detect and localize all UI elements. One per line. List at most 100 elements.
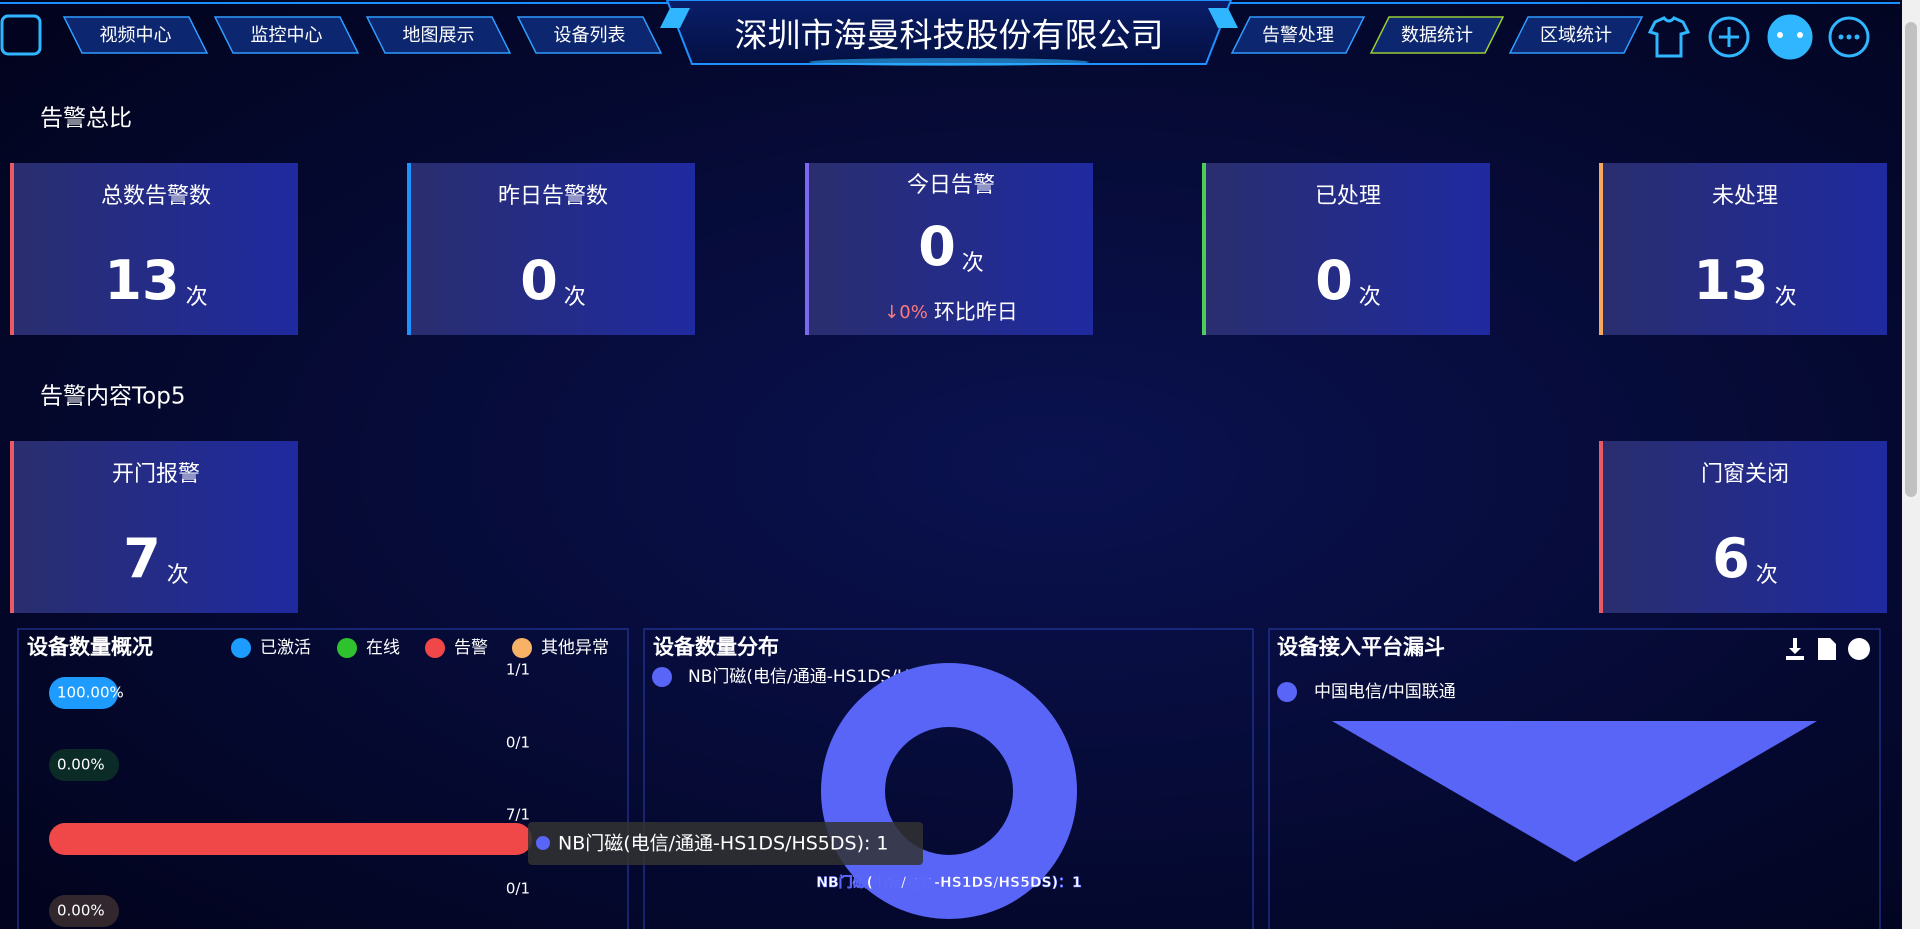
legend-label[interactable]: 其他异常: [541, 638, 609, 658]
legend-marker[interactable]: [425, 638, 445, 658]
card-value-text: 13: [1693, 249, 1768, 312]
nav-label: 数据统计: [1401, 25, 1473, 46]
nav-label: 告警处理: [1262, 25, 1334, 46]
deco: [660, 8, 690, 28]
nav-label: 区域统计: [1540, 25, 1612, 46]
legend-marker[interactable]: [337, 638, 357, 658]
legend-label[interactable]: 中国电信/中国联通: [1314, 682, 1456, 702]
nav-button[interactable]: [213, 16, 360, 54]
card: [1599, 441, 1887, 613]
scrollbar-thumb[interactable]: [1905, 22, 1917, 497]
nav-button[interactable]: [1369, 16, 1505, 54]
card-label: 门窗关闭: [1701, 462, 1789, 487]
legend-marker[interactable]: [512, 638, 532, 658]
glow: [809, 58, 1089, 66]
change-value: ↓0%: [884, 302, 928, 323]
card-unit: 次: [167, 563, 189, 588]
legend-marker[interactable]: [231, 638, 251, 658]
panel-title: 设备接入平台漏斗: [1277, 635, 1445, 659]
restore-icon[interactable]: [1848, 638, 1870, 660]
card-value-text: 6: [1712, 527, 1750, 590]
fullscreen-icon[interactable]: [0, 14, 42, 56]
legend-label[interactable]: 在线: [366, 638, 400, 658]
toolbox: [1786, 638, 1870, 660]
card: [805, 163, 1093, 335]
bar-label: 0.00%: [57, 902, 105, 920]
card-unit: 次: [186, 285, 208, 310]
tooltip-text: NB门磁(电信/通通-HS1DS/HS5DS): 1: [558, 833, 889, 855]
nav-button[interactable]: [365, 16, 512, 54]
card: [1599, 163, 1887, 335]
nav-button[interactable]: [62, 16, 209, 54]
card-label: 已处理: [1315, 184, 1381, 209]
legend-label[interactable]: 告警: [454, 638, 488, 658]
bar: [49, 677, 118, 709]
nav-label: 视频中心: [100, 25, 172, 46]
nav-label: 监控中心: [251, 25, 323, 46]
card-accent: [10, 441, 14, 613]
card-accent: [407, 163, 411, 335]
nav-label: 地图展示: [403, 25, 475, 46]
card-change: ↓0% 环比昨日: [884, 300, 1018, 324]
card-unit: 次: [1359, 285, 1381, 310]
avatar-icon[interactable]: [1767, 14, 1813, 60]
panel: [1268, 628, 1881, 929]
nav-button[interactable]: [1230, 16, 1366, 54]
card-value-text: 0: [520, 249, 558, 312]
add-icon[interactable]: [1708, 16, 1750, 58]
card-accent: [1202, 163, 1206, 335]
legend-marker[interactable]: [1277, 682, 1297, 702]
card: [1202, 163, 1490, 335]
slice-label: NB门磁(电信/通通-HS1DS/HS5DS)：1: [816, 874, 1081, 891]
card-accent: [805, 163, 809, 335]
card-unit: 次: [1756, 563, 1778, 588]
card: [10, 163, 298, 335]
card-value-text: 13: [104, 249, 179, 312]
tooltip-marker: [536, 836, 550, 850]
card-accent: [10, 163, 14, 335]
change-label: 环比昨日: [934, 300, 1018, 324]
panel-title: 设备数量分布: [653, 635, 779, 659]
bar-track: [49, 895, 119, 927]
card-value-text: 7: [123, 527, 161, 590]
theme-icon[interactable]: [1647, 16, 1691, 58]
page-title: 深圳市海曼科技股份有限公司: [735, 16, 1164, 55]
card: [10, 441, 298, 613]
card-label: 今日告警: [907, 173, 995, 198]
legend-label[interactable]: 已激活: [260, 638, 311, 658]
card-value-text: 0: [918, 215, 956, 278]
section-title: 告警内容Top5: [40, 384, 185, 410]
tooltip: [528, 822, 923, 865]
funnel-segment[interactable]: [1332, 721, 1817, 862]
avatar-eye: [1797, 32, 1803, 38]
legend-marker[interactable]: [652, 667, 672, 687]
chat-dots: [1838, 34, 1860, 40]
card-value: 13 次: [1693, 249, 1796, 312]
card-value-text: 0: [1315, 249, 1353, 312]
card-unit: 次: [1775, 285, 1797, 310]
header-icons: [1647, 14, 1870, 60]
card-label: 开门报警: [112, 462, 200, 487]
bar-track: [49, 749, 119, 781]
add-icon-plus: [1719, 27, 1739, 47]
nav-button[interactable]: [1508, 16, 1644, 54]
bar-label: 0.00%: [57, 756, 105, 774]
data-view-icon[interactable]: [1818, 638, 1836, 660]
card-accent: [1599, 163, 1603, 335]
card-value: 13 次: [104, 249, 207, 312]
deco: [1208, 8, 1238, 28]
avatar-eye: [1777, 32, 1783, 38]
nav-button[interactable]: [516, 16, 663, 54]
card-accent: [1599, 441, 1603, 613]
ratio-label: 0/1: [506, 734, 530, 752]
download-icon[interactable]: [1786, 638, 1804, 660]
ratio-label: 0/1: [506, 880, 530, 898]
ratio-label: 1/1: [506, 661, 530, 679]
chat-icon[interactable]: [1828, 16, 1870, 58]
